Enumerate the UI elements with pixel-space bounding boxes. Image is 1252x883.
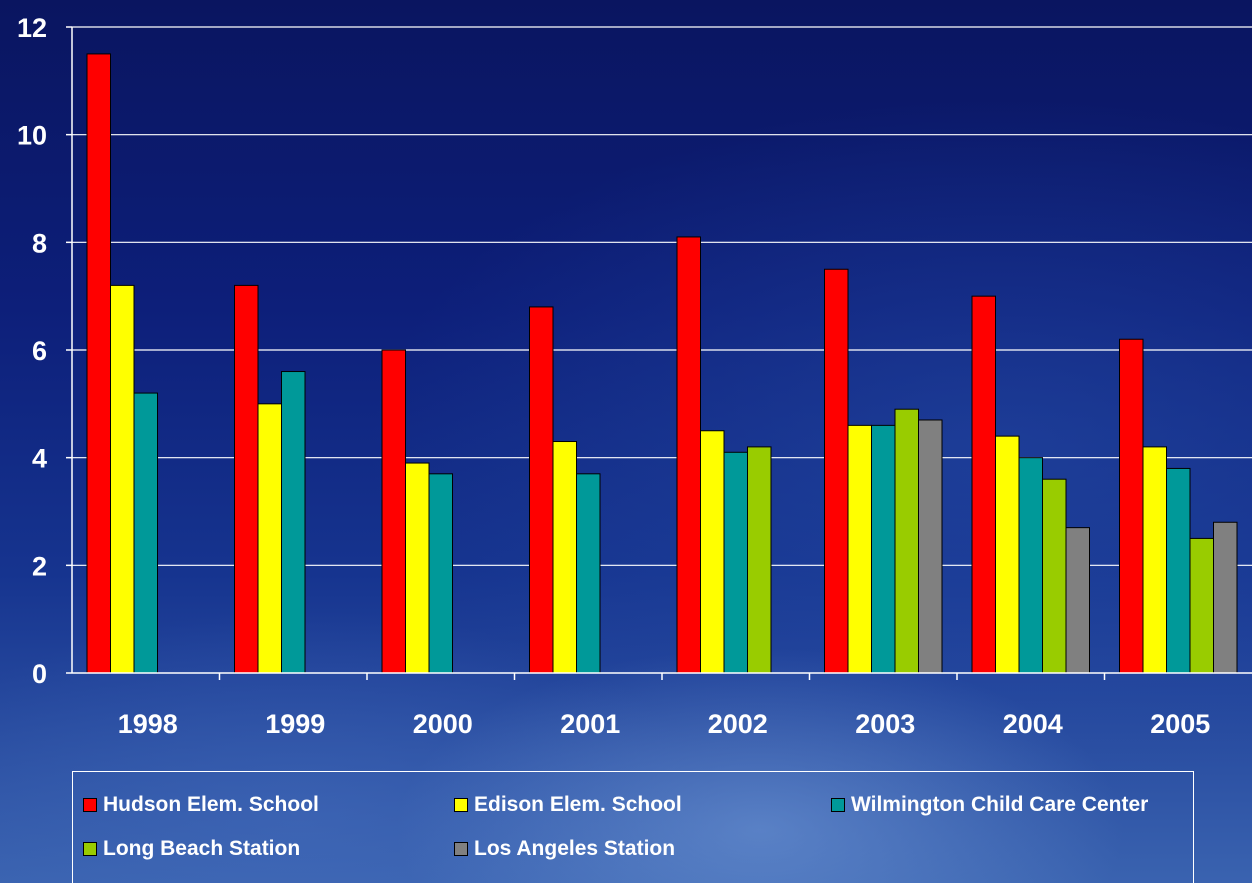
bar-long-beach-station-2002 <box>747 446 772 674</box>
bar-wilmington-child-care-center-2003 <box>871 424 896 674</box>
legend-label-edison: Edison Elem. School <box>474 793 682 816</box>
y-tick-label: 6 <box>32 336 47 366</box>
bar-hudson-elem-school-2005 <box>1119 338 1144 674</box>
x-category-labels: 1998 1999 2000 2001 2002 2003 2004 2005 <box>118 709 1211 739</box>
bar-long-beach-station-2005 <box>1189 537 1214 674</box>
bar-edison-elem-school-2003 <box>847 424 872 674</box>
bar-wilmington-child-care-center-2000 <box>428 473 453 674</box>
bar-hudson-elem-school-2002 <box>676 236 701 674</box>
x-category-label: 2004 <box>1003 709 1063 739</box>
legend-item-long-beach: Long Beach Station <box>83 837 300 861</box>
legend-item-hudson: Hudson Elem. School <box>83 793 319 817</box>
bar-los-angeles-station-2004 <box>1065 527 1090 674</box>
bar-edison-elem-school-2005 <box>1142 446 1167 674</box>
y-tick-label: 12 <box>17 13 47 43</box>
x-category-label: 2000 <box>413 709 473 739</box>
bar-chart: 0 2 4 6 8 10 12 1998 1999 2000 2001 2002 2003 2004 20… <box>17 13 1252 739</box>
bar-edison-elem-school-1998 <box>110 284 135 674</box>
legend-swatch-long-beach <box>83 842 97 856</box>
bar-wilmington-child-care-center-1999 <box>281 371 306 674</box>
bars <box>86 53 1238 674</box>
legend-label-los-angeles: Los Angeles Station <box>474 837 676 860</box>
y-tick-label: 10 <box>17 121 47 151</box>
x-category-label: 1999 <box>265 709 325 739</box>
bar-wilmington-child-care-center-2004 <box>1018 457 1043 674</box>
bar-edison-elem-school-2001 <box>552 441 577 674</box>
legend-swatch-hudson <box>83 798 97 812</box>
bar-wilmington-child-care-center-1998 <box>133 392 158 674</box>
legend-swatch-los-angeles <box>454 842 468 856</box>
bar-hudson-elem-school-2004 <box>971 295 996 674</box>
legend-label-wilmington: Wilmington Child Care Center <box>851 793 1149 816</box>
bar-edison-elem-school-1999 <box>257 403 282 674</box>
x-category-label: 2003 <box>855 709 915 739</box>
legend-label-hudson: Hudson Elem. School <box>103 793 319 816</box>
legend-swatch-edison <box>454 798 468 812</box>
bar-hudson-elem-school-2000 <box>381 349 406 674</box>
y-tick-labels: 0 2 4 6 8 10 12 <box>17 13 47 689</box>
bar-edison-elem-school-2000 <box>405 462 430 674</box>
legend-item-wilmington: Wilmington Child Care Center <box>831 793 1148 817</box>
x-category-label: 2001 <box>560 709 620 739</box>
bar-wilmington-child-care-center-2001 <box>576 473 601 674</box>
legend: Hudson Elem. School Edison Elem. School … <box>72 771 1194 883</box>
bar-wilmington-child-care-center-2005 <box>1166 467 1191 674</box>
y-tick-label: 0 <box>32 659 47 689</box>
x-category-label: 1998 <box>118 709 178 739</box>
bar-hudson-elem-school-1998 <box>86 53 111 674</box>
bar-edison-elem-school-2004 <box>995 435 1020 674</box>
bar-los-angeles-station-2003 <box>918 419 943 674</box>
x-category-label: 2002 <box>708 709 768 739</box>
bar-edison-elem-school-2002 <box>700 430 725 674</box>
bar-long-beach-station-2003 <box>894 408 919 674</box>
legend-label-long-beach: Long Beach Station <box>103 837 301 860</box>
y-tick-label: 8 <box>32 228 47 258</box>
axes <box>66 26 1252 680</box>
bar-los-angeles-station-2005 <box>1213 521 1238 674</box>
legend-item-los-angeles: Los Angeles Station <box>454 837 675 861</box>
bar-hudson-elem-school-2001 <box>529 306 554 674</box>
legend-item-edison: Edison Elem. School <box>454 793 682 817</box>
bar-hudson-elem-school-2003 <box>824 268 849 674</box>
bar-long-beach-station-2004 <box>1042 478 1067 674</box>
y-tick-label: 2 <box>32 551 47 581</box>
bar-hudson-elem-school-1999 <box>234 284 259 674</box>
y-tick-label: 4 <box>32 444 47 474</box>
legend-swatch-wilmington <box>831 798 845 812</box>
bar-wilmington-child-care-center-2002 <box>723 451 748 674</box>
x-category-label: 2005 <box>1150 709 1210 739</box>
